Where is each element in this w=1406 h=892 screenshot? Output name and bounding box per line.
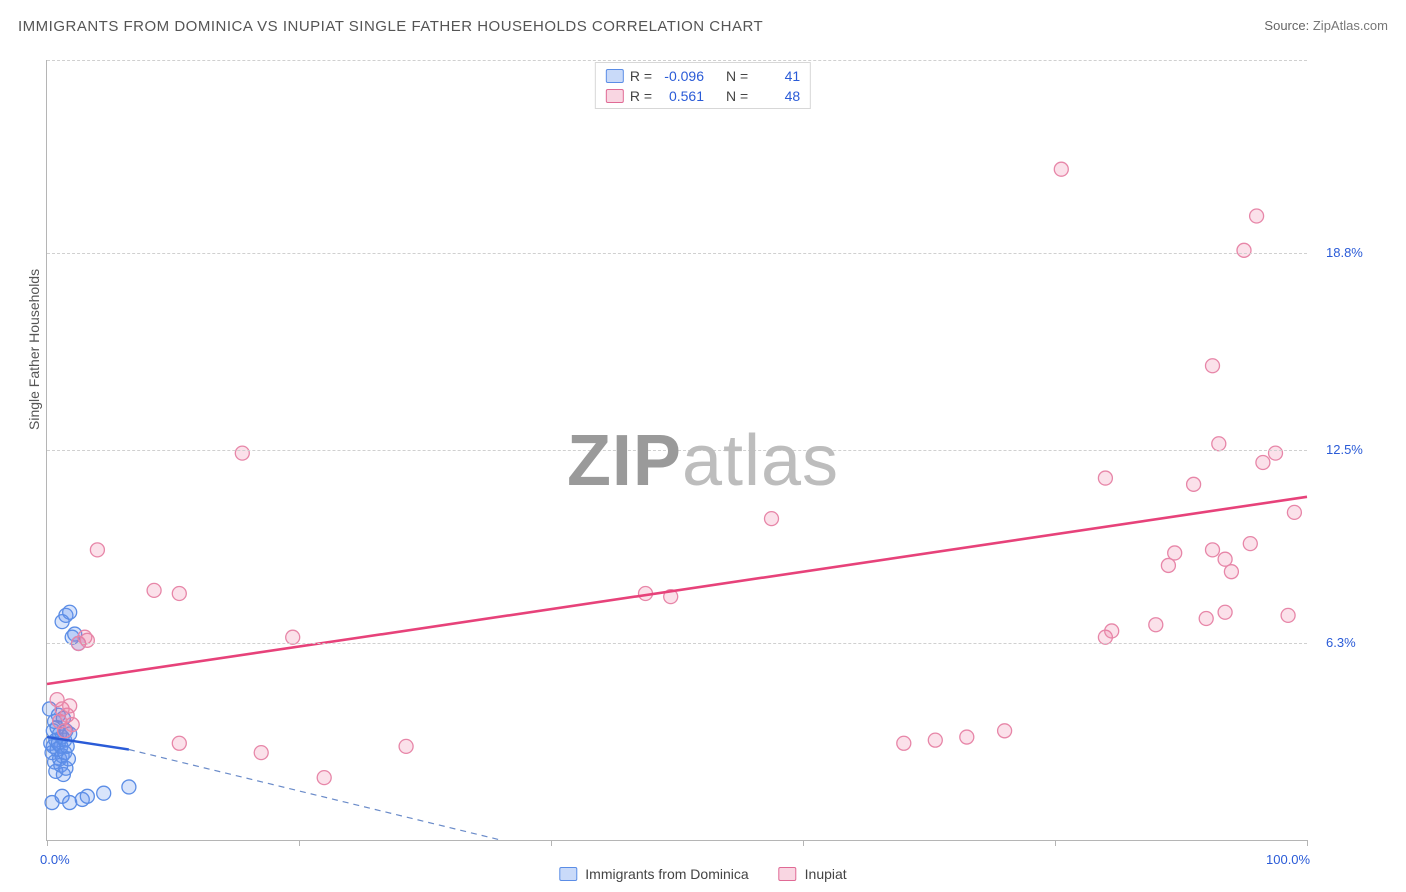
watermark: ZIPatlas (567, 420, 839, 502)
legend-item-0: Immigrants from Dominica (559, 866, 748, 882)
swatch-blue (606, 69, 624, 83)
legend-r-label-0: R = (630, 66, 652, 86)
source-label: Source: (1264, 18, 1309, 33)
legend-row-0: R = -0.096 N = 41 (606, 66, 800, 86)
source-value: ZipAtlas.com (1313, 18, 1388, 33)
swatch-pink (606, 89, 624, 103)
gridline (47, 643, 1307, 644)
legend-row-1: R = 0.561 N = 48 (606, 86, 800, 106)
watermark-bold: ZIP (567, 421, 682, 501)
x-tick (1055, 840, 1056, 846)
legend-n-label-1: N = (726, 86, 748, 106)
x-tick (803, 840, 804, 846)
source-attribution: Source: ZipAtlas.com (1264, 18, 1388, 33)
legend-item-1-label: Inupiat (805, 866, 847, 882)
gridline (47, 60, 1307, 61)
y-tick-label: 12.5% (1326, 442, 1363, 457)
y-axis-label: Single Father Households (26, 269, 42, 430)
x-tick (1307, 840, 1308, 846)
x-tick-label: 100.0% (1266, 852, 1310, 867)
chart-title: IMMIGRANTS FROM DOMINICA VS INUPIAT SING… (18, 18, 763, 35)
legend-r-value-0: -0.096 (658, 66, 704, 86)
x-tick (551, 840, 552, 846)
legend-r-value-1: 0.561 (658, 86, 704, 106)
swatch-blue-icon (559, 867, 577, 881)
swatch-pink-icon (779, 867, 797, 881)
legend-series-box: Immigrants from Dominica Inupiat (559, 866, 846, 882)
legend-item-1: Inupiat (779, 866, 847, 882)
y-tick-label: 6.3% (1326, 635, 1356, 650)
y-tick-label: 18.8% (1326, 245, 1363, 260)
legend-r-label-1: R = (630, 86, 652, 106)
legend-item-0-label: Immigrants from Dominica (585, 866, 748, 882)
legend-correlation-box: R = -0.096 N = 41 R = 0.561 N = 48 (595, 62, 811, 109)
x-tick (299, 840, 300, 846)
legend-n-label-0: N = (726, 66, 748, 86)
x-tick-label: 0.0% (40, 852, 70, 867)
legend-n-value-1: 48 (754, 86, 800, 106)
x-tick (47, 840, 48, 846)
legend-n-value-0: 41 (754, 66, 800, 86)
gridline (47, 253, 1307, 254)
watermark-rest: atlas (682, 421, 839, 501)
